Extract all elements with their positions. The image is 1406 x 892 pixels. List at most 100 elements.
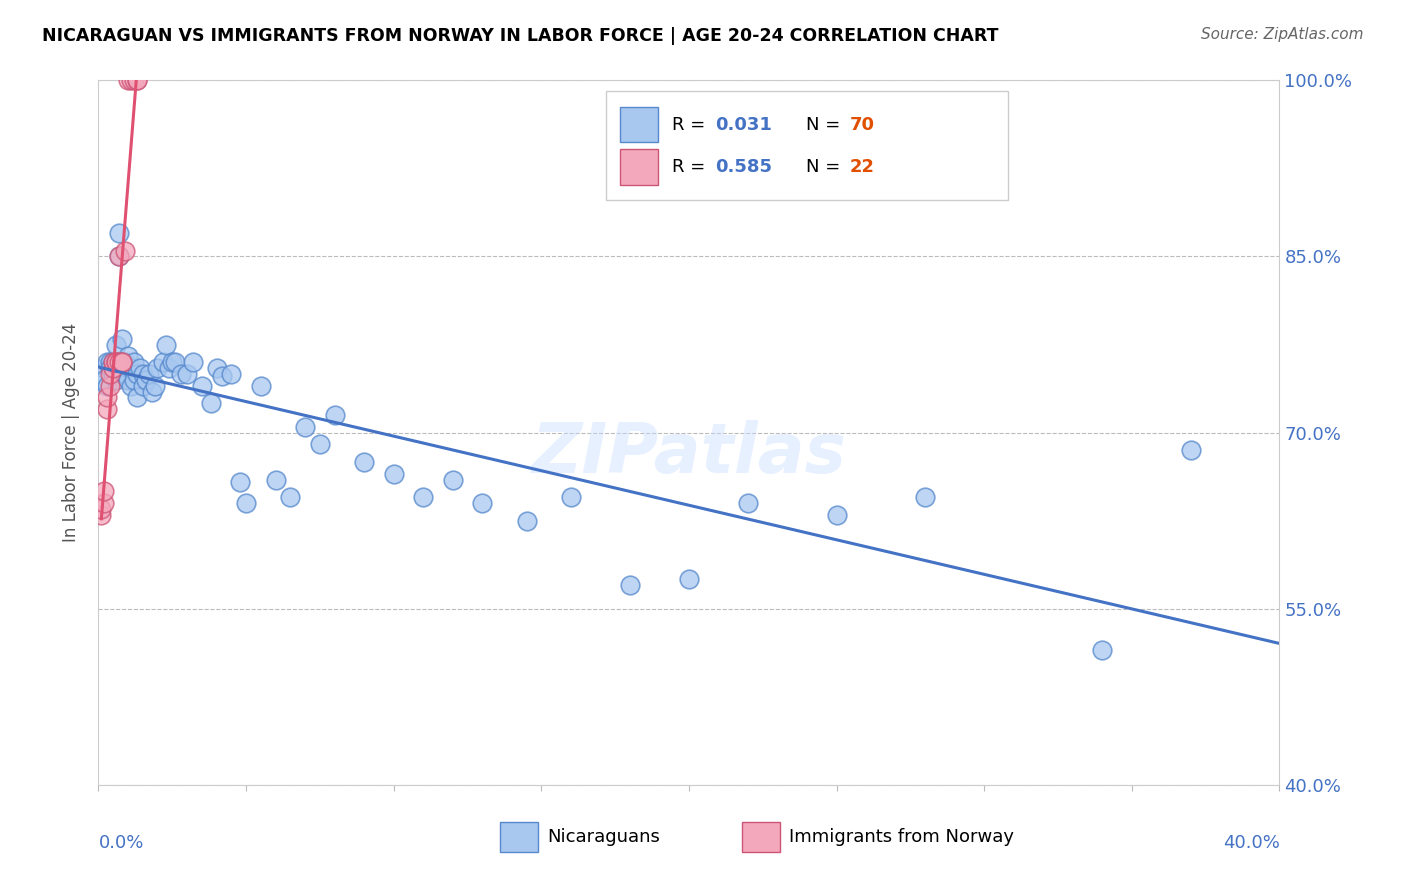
Point bbox=[125, 73, 148, 87]
Point bbox=[294, 419, 316, 434]
Point bbox=[200, 396, 222, 410]
Point bbox=[1180, 443, 1202, 458]
Point bbox=[122, 373, 145, 387]
Text: N =: N = bbox=[806, 116, 846, 134]
Text: 40.0%: 40.0% bbox=[1223, 834, 1279, 852]
Point bbox=[93, 361, 115, 376]
Point bbox=[103, 367, 125, 381]
Point bbox=[96, 355, 118, 369]
Text: ZIPatlas: ZIPatlas bbox=[531, 420, 846, 487]
Point bbox=[105, 355, 128, 369]
Point bbox=[93, 373, 115, 387]
Point bbox=[117, 349, 139, 363]
Point bbox=[441, 473, 464, 487]
Point bbox=[825, 508, 848, 522]
Text: 0.0%: 0.0% bbox=[98, 834, 143, 852]
FancyBboxPatch shape bbox=[606, 91, 1008, 200]
Point bbox=[98, 378, 121, 392]
Point bbox=[98, 367, 121, 381]
Point bbox=[353, 455, 375, 469]
Point bbox=[471, 496, 494, 510]
Point bbox=[143, 378, 166, 392]
Point bbox=[103, 355, 125, 369]
Point bbox=[108, 249, 131, 264]
Point bbox=[619, 578, 641, 592]
Point bbox=[235, 496, 257, 510]
Point bbox=[114, 244, 136, 258]
Point bbox=[146, 361, 169, 376]
Text: R =: R = bbox=[672, 158, 711, 176]
Point bbox=[264, 473, 287, 487]
Point bbox=[250, 378, 273, 392]
Point bbox=[111, 355, 134, 369]
Point bbox=[108, 355, 131, 369]
Point bbox=[90, 508, 112, 522]
Point bbox=[105, 355, 128, 369]
Point bbox=[165, 355, 187, 369]
Point bbox=[280, 490, 302, 504]
Point bbox=[114, 367, 136, 381]
Text: Source: ZipAtlas.com: Source: ZipAtlas.com bbox=[1201, 27, 1364, 42]
Point bbox=[205, 361, 228, 376]
Point bbox=[120, 361, 142, 376]
Point bbox=[93, 496, 115, 510]
Point bbox=[108, 249, 131, 264]
Point bbox=[105, 373, 128, 387]
Point bbox=[120, 378, 142, 392]
Text: 22: 22 bbox=[849, 158, 875, 176]
Point bbox=[382, 467, 405, 481]
Point bbox=[125, 391, 148, 405]
Point bbox=[117, 373, 139, 387]
Point bbox=[162, 355, 183, 369]
Point bbox=[229, 475, 252, 489]
Point bbox=[181, 355, 204, 369]
Text: Nicaraguans: Nicaraguans bbox=[547, 828, 659, 847]
Point bbox=[125, 367, 148, 381]
Point bbox=[412, 490, 434, 504]
Point bbox=[114, 355, 136, 369]
Point bbox=[96, 378, 118, 392]
Point bbox=[111, 355, 134, 369]
Text: R =: R = bbox=[672, 116, 711, 134]
Point bbox=[117, 73, 139, 87]
Point bbox=[98, 355, 121, 369]
Point bbox=[157, 361, 180, 376]
Point bbox=[111, 355, 134, 369]
Text: Immigrants from Norway: Immigrants from Norway bbox=[789, 828, 1014, 847]
Point bbox=[105, 337, 128, 351]
Point bbox=[122, 73, 145, 87]
Text: 70: 70 bbox=[849, 116, 875, 134]
Point bbox=[221, 367, 243, 381]
Point bbox=[191, 378, 214, 392]
Point bbox=[122, 355, 145, 369]
Point bbox=[309, 437, 332, 451]
Text: 0.031: 0.031 bbox=[714, 116, 772, 134]
Point bbox=[117, 361, 139, 376]
Point bbox=[155, 337, 177, 351]
FancyBboxPatch shape bbox=[620, 107, 658, 143]
Point bbox=[98, 361, 121, 376]
Point bbox=[132, 378, 155, 392]
Point bbox=[135, 373, 157, 387]
Point bbox=[914, 490, 936, 504]
Point bbox=[111, 332, 134, 346]
Point bbox=[96, 402, 118, 417]
Point bbox=[323, 408, 346, 422]
Point bbox=[105, 355, 128, 369]
Point bbox=[103, 355, 125, 369]
Point bbox=[152, 355, 174, 369]
Point bbox=[141, 384, 163, 399]
Point bbox=[170, 367, 193, 381]
Text: 0.585: 0.585 bbox=[714, 158, 772, 176]
FancyBboxPatch shape bbox=[620, 149, 658, 185]
Text: NICARAGUAN VS IMMIGRANTS FROM NORWAY IN LABOR FORCE | AGE 20-24 CORRELATION CHAR: NICARAGUAN VS IMMIGRANTS FROM NORWAY IN … bbox=[42, 27, 998, 45]
Point bbox=[176, 367, 198, 381]
Point bbox=[96, 391, 118, 405]
Point bbox=[120, 73, 142, 87]
Text: N =: N = bbox=[806, 158, 846, 176]
Point bbox=[90, 373, 112, 387]
Point bbox=[737, 496, 759, 510]
FancyBboxPatch shape bbox=[501, 822, 537, 852]
Point bbox=[1091, 643, 1114, 657]
Point bbox=[211, 369, 233, 384]
